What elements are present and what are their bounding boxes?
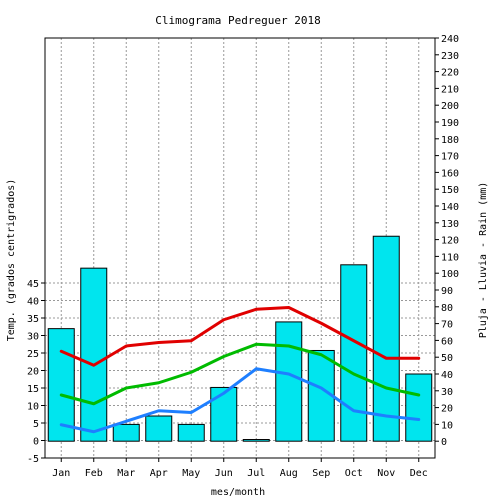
y-right-tick-label: 40 — [441, 370, 453, 381]
y-left-tick-label: 15 — [27, 384, 39, 395]
y-right-tick-label: 200 — [441, 101, 459, 112]
y-axis-left-label: Temp. (grados centrigrados) — [6, 179, 17, 342]
y-left-tick-label: 40 — [27, 297, 39, 308]
rain-bar — [275, 321, 303, 442]
y-right-tick-label: 100 — [441, 269, 459, 280]
y-right-tick-label: 60 — [441, 336, 453, 347]
y-right-tick-label: 230 — [441, 51, 459, 62]
y-right-tick-label: 110 — [441, 252, 459, 263]
chart-title: Climograma Pedreguer 2018 — [155, 14, 321, 27]
x-tick-label: Dec — [410, 468, 428, 479]
y-right-tick-label: 0 — [441, 437, 447, 448]
y-left-tick-label: 10 — [27, 402, 39, 413]
x-tick-label: Feb — [85, 468, 103, 479]
y-right-tick-label: 160 — [441, 168, 459, 179]
y-right-tick-label: 220 — [441, 68, 459, 79]
y-right-tick-label: 180 — [441, 135, 459, 146]
plot-frame — [44, 37, 436, 459]
y-left-tick-label: -5 — [27, 454, 39, 465]
y-right-tick-label: 140 — [441, 202, 459, 213]
rain-bar — [145, 415, 173, 442]
y-left-tick-label: 35 — [27, 314, 39, 325]
y-left-tick-label: 25 — [27, 349, 39, 360]
y-right-tick-label: 30 — [441, 387, 453, 398]
y-right-tick-label: 10 — [441, 420, 453, 431]
y-left-tick-label: 5 — [33, 419, 39, 430]
temperature-line — [59, 306, 421, 367]
y-left-tick-label: 0 — [33, 437, 39, 448]
y-right-tick-label: 70 — [441, 320, 453, 331]
temperature-line — [59, 367, 421, 434]
x-tick-label: Jun — [215, 468, 233, 479]
axis-ticks: -5 0 5 10 15 20 25 30 35 40 45 0 10 20 30 40 50 60 70 80 90 1… — [27, 34, 459, 479]
y-right-tick-label: 190 — [441, 118, 459, 129]
y-right-tick-label: 20 — [441, 404, 453, 415]
rain-bar — [405, 373, 433, 442]
x-tick-label: Apr — [150, 468, 168, 479]
x-tick-label: Aug — [280, 468, 298, 479]
rain-bar — [177, 423, 205, 442]
y-right-tick-label: 150 — [441, 185, 459, 196]
x-tick-label: Mar — [117, 468, 135, 479]
x-tick-label: Jan — [52, 468, 70, 479]
x-tick-label: May — [182, 468, 200, 479]
y-axis-right-label: Pluja - Lluvia - Rain (mm) — [478, 182, 489, 339]
rain-bar — [340, 264, 368, 442]
y-right-tick-label: 130 — [441, 219, 459, 230]
x-axis-label: mes/month — [211, 487, 265, 498]
y-right-tick-label: 50 — [441, 353, 453, 364]
rain-bar — [112, 423, 140, 442]
y-left-tick-label: 20 — [27, 367, 39, 378]
rain-bar — [80, 267, 108, 442]
y-right-tick-label: 170 — [441, 152, 459, 163]
rain-bar — [242, 439, 270, 442]
x-tick-label: Oct — [345, 468, 363, 479]
rain-bar — [372, 235, 400, 442]
y-right-tick-label: 120 — [441, 236, 459, 247]
rain-bar — [47, 328, 75, 442]
x-tick-label: Sep — [312, 468, 330, 479]
temperature-lines — [59, 306, 421, 434]
y-left-tick-label: 30 — [27, 332, 39, 343]
y-right-tick-label: 240 — [441, 34, 459, 45]
rain-bars — [47, 235, 433, 442]
temperature-line — [59, 342, 421, 406]
rain-bar — [210, 386, 238, 442]
y-right-tick-label: 90 — [441, 286, 453, 297]
x-tick-label: Jul — [247, 468, 265, 479]
y-left-tick-label: 45 — [27, 279, 39, 290]
y-right-tick-label: 80 — [441, 303, 453, 314]
y-right-tick-label: 210 — [441, 84, 459, 95]
x-tick-label: Nov — [377, 468, 395, 479]
